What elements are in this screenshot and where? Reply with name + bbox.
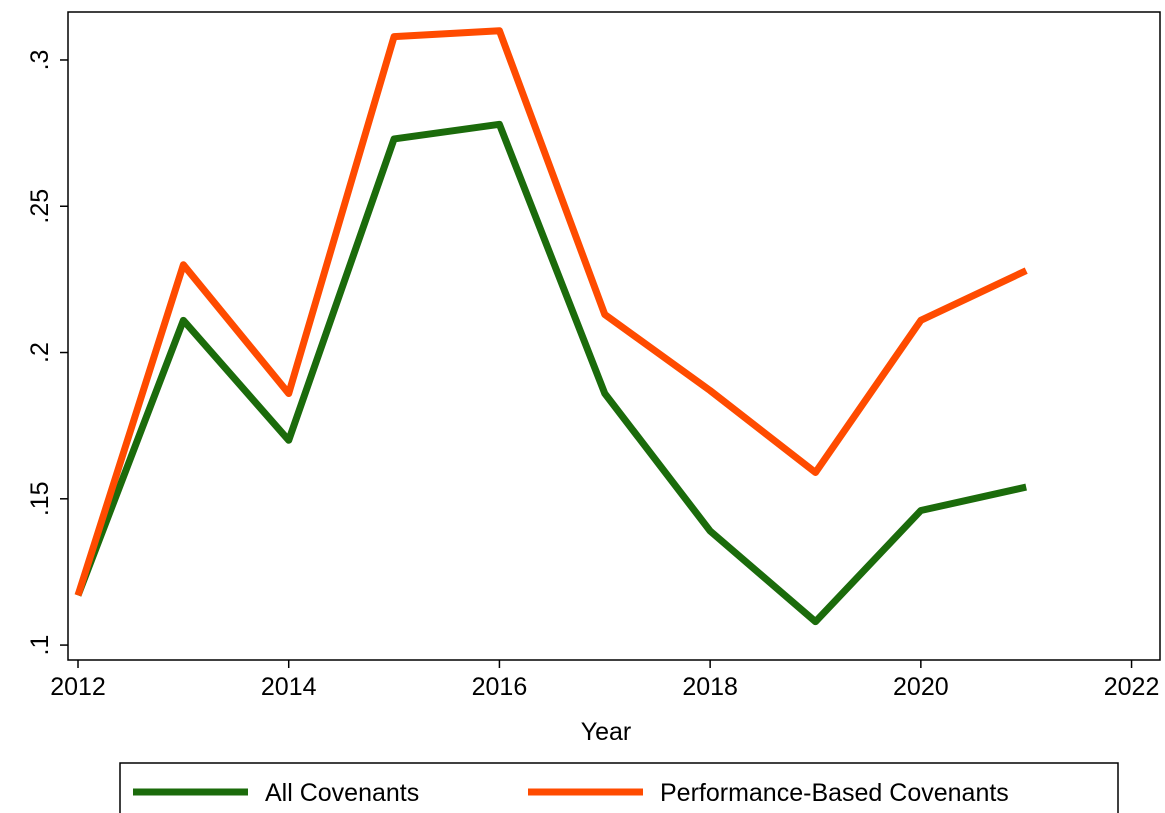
x-tick-label: 2012 bbox=[50, 673, 106, 701]
x-axis-title: Year bbox=[581, 718, 632, 746]
x-tick-label: 2020 bbox=[893, 673, 949, 701]
y-tick-label: .1 bbox=[26, 635, 54, 656]
legend-box bbox=[119, 762, 1119, 813]
y-tick-label: .15 bbox=[26, 481, 54, 516]
y-tick-label: .2 bbox=[26, 342, 54, 363]
y-tick-label: .25 bbox=[26, 189, 54, 224]
plot-frame bbox=[67, 11, 1161, 661]
x-tick-label: 2022 bbox=[1104, 673, 1160, 701]
x-tick-label: 2014 bbox=[261, 673, 317, 701]
x-tick-label: 2016 bbox=[472, 673, 528, 701]
legend-label: All Covenants bbox=[265, 779, 419, 807]
legend-label: Performance-Based Covenants bbox=[660, 779, 1009, 807]
series-line bbox=[74, 27, 1028, 597]
series-line bbox=[74, 120, 1027, 626]
y-tick-label: .3 bbox=[26, 50, 54, 71]
x-tick-label: 2018 bbox=[682, 673, 738, 701]
